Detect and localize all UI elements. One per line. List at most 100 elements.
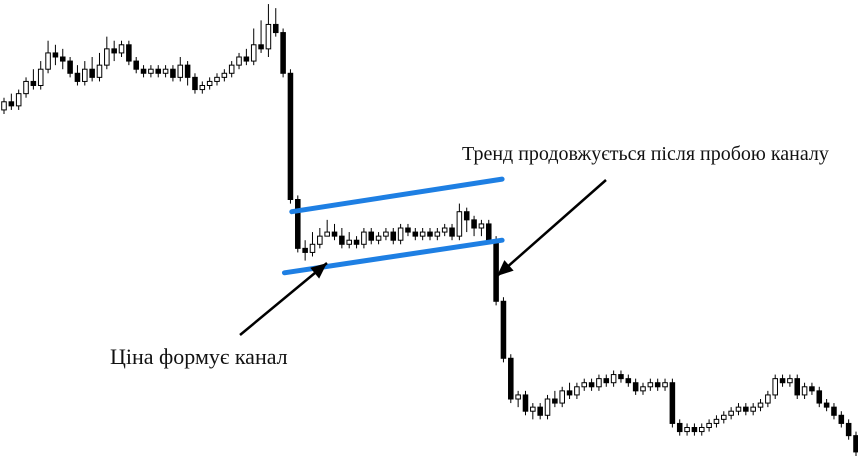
candle	[471, 215, 477, 237]
candle	[45, 40, 51, 74]
candle-body-bullish	[801, 386, 808, 396]
candle-body-bearish	[133, 60, 139, 70]
candle-body-bearish	[588, 382, 595, 388]
candle-body-bullish	[118, 44, 125, 54]
candle	[831, 403, 837, 420]
candle-body-bearish	[405, 227, 411, 233]
candle-body-bullish	[236, 56, 242, 66]
candle-body-bullish	[15, 93, 22, 107]
candle-body-bearish	[508, 357, 514, 400]
candle	[199, 81, 206, 94]
candle-body-bearish	[493, 239, 499, 302]
candle-body-bullish	[82, 68, 88, 82]
candle-body-bearish	[170, 68, 176, 78]
candle	[30, 69, 37, 90]
candle-body-bullish	[309, 243, 316, 253]
candle	[133, 57, 139, 74]
candle	[559, 386, 565, 408]
candle	[801, 382, 808, 399]
candle-body-bearish	[823, 402, 830, 408]
candle	[368, 228, 375, 245]
candle-body-bearish	[566, 390, 573, 396]
candle-body-bearish	[368, 231, 375, 241]
candle	[698, 423, 705, 436]
candle-body-bullish	[1, 101, 7, 111]
candle-body-bearish	[111, 48, 117, 54]
candle	[309, 232, 316, 257]
candle-body-bearish	[625, 378, 632, 384]
candle	[236, 52, 242, 70]
candle	[691, 423, 698, 436]
candle-body-bearish	[485, 223, 492, 241]
candle	[684, 423, 690, 436]
candle-body-bullish	[581, 382, 588, 388]
candle	[302, 240, 308, 261]
candle	[552, 390, 558, 408]
candle-body-bearish	[522, 394, 529, 412]
candle-body-bullish	[647, 382, 654, 388]
candle-body-bullish	[772, 378, 778, 396]
candle-body-bullish	[206, 80, 213, 87]
candle-body-bullish	[515, 394, 521, 400]
candle	[258, 20, 264, 53]
candle-body-bearish	[302, 247, 308, 253]
candle	[361, 228, 367, 249]
candle-body-bullish	[228, 64, 235, 74]
candle	[339, 228, 345, 249]
candle-body-bullish	[757, 402, 764, 408]
annotation-channel-forms: Ціна формує канал	[110, 344, 288, 369]
candle-body-bullish	[544, 398, 551, 416]
arrow-to-breakout	[496, 179, 607, 277]
candle	[353, 236, 360, 249]
candle	[721, 411, 727, 424]
candle	[104, 36, 110, 70]
channel-upper-line	[289, 176, 505, 215]
candle-body-bullish	[346, 239, 352, 245]
candle	[750, 403, 756, 416]
candle-body-bearish	[654, 382, 661, 388]
candle	[537, 403, 543, 420]
candle-body-bullish	[684, 427, 690, 433]
candle	[618, 370, 624, 383]
candle	[566, 382, 573, 399]
candle	[757, 399, 764, 412]
candle	[838, 411, 845, 428]
candle	[265, 4, 272, 57]
candle-body-bearish	[794, 378, 801, 396]
candle	[82, 61, 88, 86]
candle	[405, 223, 411, 237]
candle	[603, 374, 610, 387]
candle-body-bullish	[735, 406, 742, 412]
candle-body-bearish	[500, 300, 507, 359]
candle	[765, 390, 771, 408]
annotation-arrows	[239, 179, 607, 336]
arrow-to-channel-shaft	[239, 262, 328, 336]
candle	[331, 223, 338, 241]
candle	[581, 378, 588, 391]
candle	[706, 419, 712, 432]
candle	[317, 228, 323, 249]
candle-body-bearish	[471, 219, 477, 229]
candle	[243, 48, 250, 66]
candle-body-bearish	[74, 72, 81, 82]
candle	[59, 48, 66, 70]
candle	[228, 61, 235, 78]
candle-body-bullish	[221, 72, 228, 78]
candle	[662, 378, 668, 391]
candle-body-bearish	[669, 382, 676, 424]
candle-body-bearish	[243, 56, 250, 62]
candle-body-bearish	[8, 101, 15, 107]
candle	[463, 207, 470, 233]
candle-body-bearish	[779, 378, 786, 384]
candle-body-bearish	[140, 68, 147, 74]
candle	[192, 73, 198, 94]
candle-body-bullish	[265, 23, 272, 50]
candle	[118, 40, 125, 57]
candle	[214, 73, 220, 86]
candle	[647, 378, 654, 391]
candle-body-bullish	[441, 227, 448, 233]
candle	[111, 40, 117, 62]
candle	[37, 61, 44, 90]
candle-body-bullish	[383, 231, 389, 237]
candle	[493, 236, 499, 306]
